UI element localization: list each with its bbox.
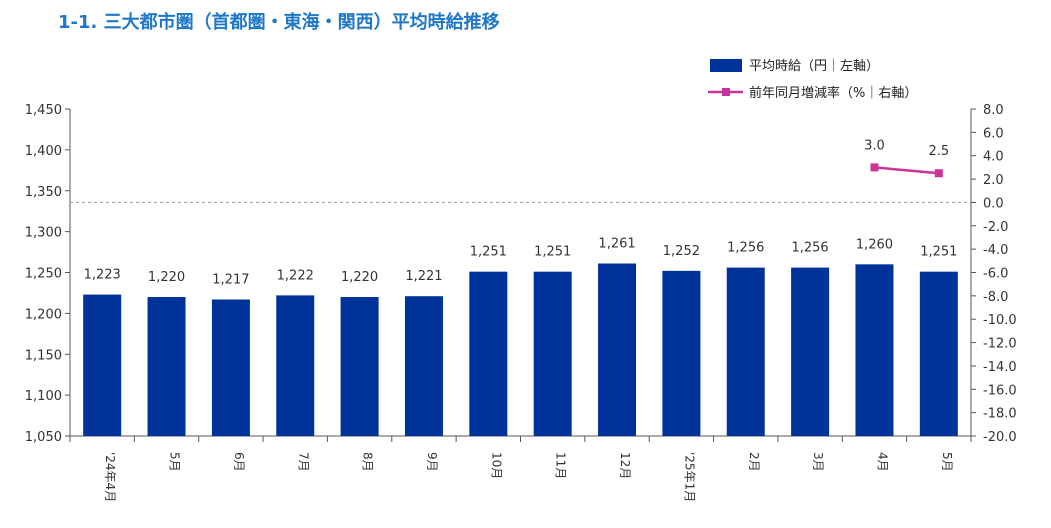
bar [598, 263, 637, 436]
growth-rate-point [870, 163, 879, 172]
right-tick-label: -20.0 [983, 430, 1017, 445]
x-category-label: 9月 [425, 452, 439, 472]
x-category-label: 8月 [361, 452, 375, 472]
right-tick-label: 6.0 [983, 126, 1004, 141]
left-tick-label: 1,100 [25, 389, 62, 404]
legend-bar-label: 平均時給（円｜左軸） [749, 59, 879, 74]
right-tick-label: -16.0 [983, 383, 1017, 398]
bar-value-label: 1,251 [534, 245, 571, 260]
bar-value-label: 1,251 [920, 245, 957, 260]
left-tick-label: 1,300 [25, 226, 62, 241]
bar [147, 297, 186, 436]
bar-value-label: 1,251 [470, 245, 507, 260]
bar [533, 271, 572, 436]
bar [662, 270, 701, 436]
bar [404, 296, 443, 436]
right-tick-label: -14.0 [983, 360, 1017, 375]
x-category-label: 11月 [554, 452, 568, 479]
left-tick-label: 1,250 [25, 267, 62, 282]
bar [791, 267, 830, 436]
bar [276, 295, 315, 436]
bar [83, 294, 122, 436]
right-tick-label: -6.0 [983, 267, 1008, 282]
bar-value-label: 1,256 [791, 241, 828, 256]
chart-title: 1-1. 三大都市圏（首都圏・東海・関西）平均時給推移 [58, 12, 500, 33]
x-category-label: 10月 [489, 452, 503, 479]
right-tick-label: 4.0 [983, 150, 1004, 165]
x-category-label: 5月 [940, 452, 954, 472]
bar [855, 264, 894, 436]
legend-line-marker [722, 88, 730, 96]
growth-rate-line [874, 166, 939, 175]
growth-rate-label: 2.5 [928, 144, 949, 159]
growth-rate-label: 3.0 [864, 138, 885, 153]
bar-value-label: 1,256 [727, 241, 764, 256]
bar-value-label: 1,220 [341, 270, 378, 285]
x-category-label: 4月 [875, 452, 889, 472]
right-tick-label: -10.0 [983, 313, 1017, 328]
x-category-label: '25年1月 [682, 452, 696, 502]
bar-value-label: 1,222 [277, 268, 314, 283]
bar [726, 267, 765, 436]
right-tick-label: -8.0 [983, 290, 1008, 305]
bar-value-label: 1,220 [148, 270, 185, 285]
bar [211, 299, 250, 436]
left-tick-label: 1,400 [25, 144, 62, 159]
right-tick-label: 8.0 [983, 103, 1004, 118]
right-tick-label: -2.0 [983, 220, 1008, 235]
growth-rate-point [934, 169, 943, 178]
bar-value-label: 1,221 [405, 269, 442, 284]
x-category-label: 5月 [168, 452, 182, 472]
x-category-label: 6月 [232, 452, 246, 472]
bar-value-label: 1,261 [598, 237, 635, 252]
left-tick-label: 1,200 [25, 307, 62, 322]
left-tick-label: 1,450 [25, 103, 62, 118]
left-tick-label: 1,150 [25, 348, 62, 363]
right-tick-label: 0.0 [983, 196, 1004, 211]
right-tick-label: 2.0 [983, 173, 1004, 188]
left-tick-label: 1,350 [25, 185, 62, 200]
x-category-label: 7月 [296, 452, 310, 472]
right-tick-label: -12.0 [983, 337, 1017, 352]
bar [340, 297, 379, 436]
bar [469, 271, 508, 436]
x-category-label: 12月 [618, 452, 632, 479]
legend-line-label: 前年同月増減率（%｜右軸） [749, 85, 917, 101]
bar-value-label: 1,217 [212, 272, 249, 287]
right-tick-label: -4.0 [983, 243, 1008, 258]
bar [919, 271, 958, 436]
x-category-label: 2月 [747, 452, 761, 472]
x-category-label: 3月 [811, 452, 825, 472]
right-tick-label: -18.0 [983, 407, 1017, 422]
left-tick-label: 1,050 [25, 430, 62, 445]
legend-bar-swatch [710, 59, 742, 72]
bar-value-label: 1,260 [856, 237, 893, 252]
bar-value-label: 1,252 [663, 244, 700, 259]
bar-value-label: 1,223 [84, 268, 121, 283]
x-category-label: '24年4月 [103, 452, 117, 502]
